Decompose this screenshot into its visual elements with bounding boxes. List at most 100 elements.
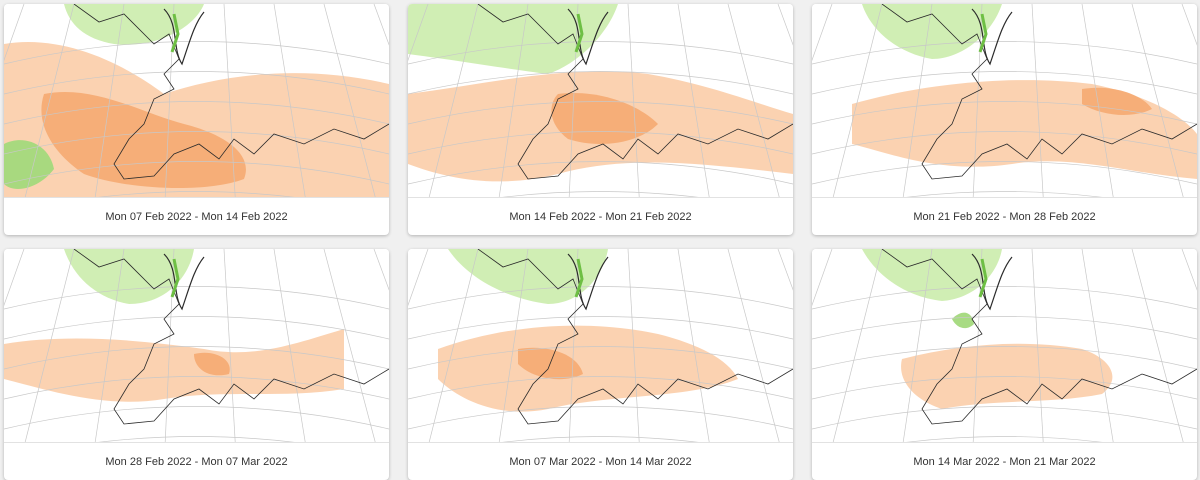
graticule-meridian xyxy=(568,249,579,442)
graticule-parallel xyxy=(408,346,793,370)
graticule-meridian xyxy=(408,249,429,307)
graticule-parallel xyxy=(812,71,1197,95)
forecast-card-1[interactable]: Mon 07 Feb 2022 - Mon 14 Feb 2022 xyxy=(4,4,389,235)
forecast-date-range-5: Mon 07 Mar 2022 - Mon 14 Mar 2022 xyxy=(408,442,793,480)
wet-anomaly-ridge xyxy=(978,13,988,53)
graticule-parallel xyxy=(812,101,1197,125)
graticule-parallel xyxy=(812,406,1197,430)
graticule-parallel xyxy=(98,436,295,442)
graticule-meridian xyxy=(4,4,25,62)
graticule-meridian xyxy=(4,249,25,307)
graticule-meridian xyxy=(1081,249,1114,442)
graticule-parallel xyxy=(4,346,389,370)
graticule-meridian xyxy=(373,249,389,291)
graticule-parallel xyxy=(408,101,793,125)
graticule-meridian xyxy=(832,249,883,442)
graticule-meridian xyxy=(1031,4,1044,197)
graticule-parallel xyxy=(906,436,1103,442)
coastline xyxy=(477,249,793,425)
coastline-scandinavia xyxy=(163,8,205,66)
graticule-meridian xyxy=(408,4,429,62)
graticule-meridian xyxy=(24,4,75,197)
graticule-parallel xyxy=(98,191,295,197)
graticule-parallel xyxy=(4,101,389,125)
graticule-parallel xyxy=(812,131,1197,155)
forecast-card-5[interactable]: Mon 07 Mar 2022 - Mon 14 Mar 2022 xyxy=(408,249,793,480)
graticule-parallel xyxy=(408,286,793,310)
wet-anomaly-ridge xyxy=(574,13,584,53)
graticule-parallel xyxy=(502,191,699,197)
graticule-meridian xyxy=(902,249,933,442)
anomaly-area-2 xyxy=(438,325,738,412)
graticule-meridian xyxy=(323,4,376,197)
forecast-card-3[interactable]: Mon 21 Feb 2022 - Mon 28 Feb 2022 xyxy=(812,4,1197,235)
forecast-card-2[interactable]: Mon 14 Feb 2022 - Mon 21 Feb 2022 xyxy=(408,4,793,235)
graticule-parallel xyxy=(408,161,793,185)
graticule-meridian xyxy=(94,4,125,197)
wet-anomaly-ridge xyxy=(978,258,988,298)
graticule-parallel xyxy=(502,436,699,442)
graticule-meridian xyxy=(812,4,833,62)
graticule-parallel xyxy=(4,316,389,340)
anomaly-area-3 xyxy=(194,352,230,376)
graticule-meridian xyxy=(498,4,529,197)
graticule-meridian xyxy=(677,4,710,197)
graticule-meridian xyxy=(972,249,983,442)
coastline-scandinavia xyxy=(567,253,609,311)
forecast-date-range-6: Mon 14 Mar 2022 - Mon 21 Mar 2022 xyxy=(812,442,1197,480)
coastline xyxy=(73,249,389,425)
graticule-parallel xyxy=(408,71,793,95)
forecast-date-range-2: Mon 14 Feb 2022 - Mon 21 Feb 2022 xyxy=(408,197,793,235)
graticule-parallel xyxy=(408,131,793,155)
wet-anomaly-ridge xyxy=(170,13,180,53)
graticule-meridian xyxy=(972,4,983,197)
forecast-map-4 xyxy=(4,249,389,442)
graticule-parallel xyxy=(4,406,389,430)
graticule-parallel xyxy=(812,376,1197,400)
graticule-meridian xyxy=(677,249,710,442)
graticule-parallel xyxy=(4,131,389,155)
graticule-meridian xyxy=(627,4,640,197)
graticule-meridian xyxy=(223,249,236,442)
graticule-meridian xyxy=(428,249,479,442)
graticule-meridian xyxy=(164,249,175,442)
graticule-meridian xyxy=(627,249,640,442)
coastline-scandinavia xyxy=(971,253,1013,311)
graticule-meridian xyxy=(323,249,376,442)
graticule-parallel xyxy=(812,286,1197,310)
graticule-meridian xyxy=(1031,249,1044,442)
graticule-meridian xyxy=(777,4,793,46)
graticule-meridian xyxy=(1081,4,1114,197)
graticule-meridian xyxy=(832,4,883,197)
anomaly-area-1 xyxy=(862,249,1002,301)
graticule-meridian xyxy=(373,4,389,46)
graticule-parallel xyxy=(906,191,1103,197)
graticule-parallel xyxy=(408,376,793,400)
graticule-meridian xyxy=(568,4,579,197)
graticule-meridian xyxy=(1131,4,1184,197)
graticule-meridian xyxy=(1181,4,1197,46)
graticule-parallel xyxy=(4,286,389,310)
anomaly-area-1 xyxy=(862,4,1002,59)
coastline xyxy=(477,4,793,180)
graticule-meridian xyxy=(727,4,780,197)
graticule-parallel xyxy=(4,71,389,95)
wet-anomaly-ridge xyxy=(170,258,180,298)
coastline xyxy=(73,4,389,180)
graticule-meridian xyxy=(727,249,780,442)
graticule-meridian xyxy=(812,249,833,307)
coastline-scandinavia xyxy=(163,253,205,311)
graticule-meridian xyxy=(24,249,75,442)
anomaly-area-1 xyxy=(64,249,194,304)
graticule-meridian xyxy=(902,4,933,197)
anomaly-area-1 xyxy=(408,4,618,74)
forecast-date-range-1: Mon 07 Feb 2022 - Mon 14 Feb 2022 xyxy=(4,197,389,235)
graticule-parallel xyxy=(408,41,793,65)
graticule-meridian xyxy=(498,249,529,442)
forecast-card-4[interactable]: Mon 28 Feb 2022 - Mon 07 Mar 2022 xyxy=(4,249,389,480)
forecast-card-6[interactable]: Mon 14 Mar 2022 - Mon 21 Mar 2022 xyxy=(812,249,1197,480)
forecast-map-1 xyxy=(4,4,389,197)
anomaly-area-3 xyxy=(1082,87,1152,116)
forecast-map-5 xyxy=(408,249,793,442)
